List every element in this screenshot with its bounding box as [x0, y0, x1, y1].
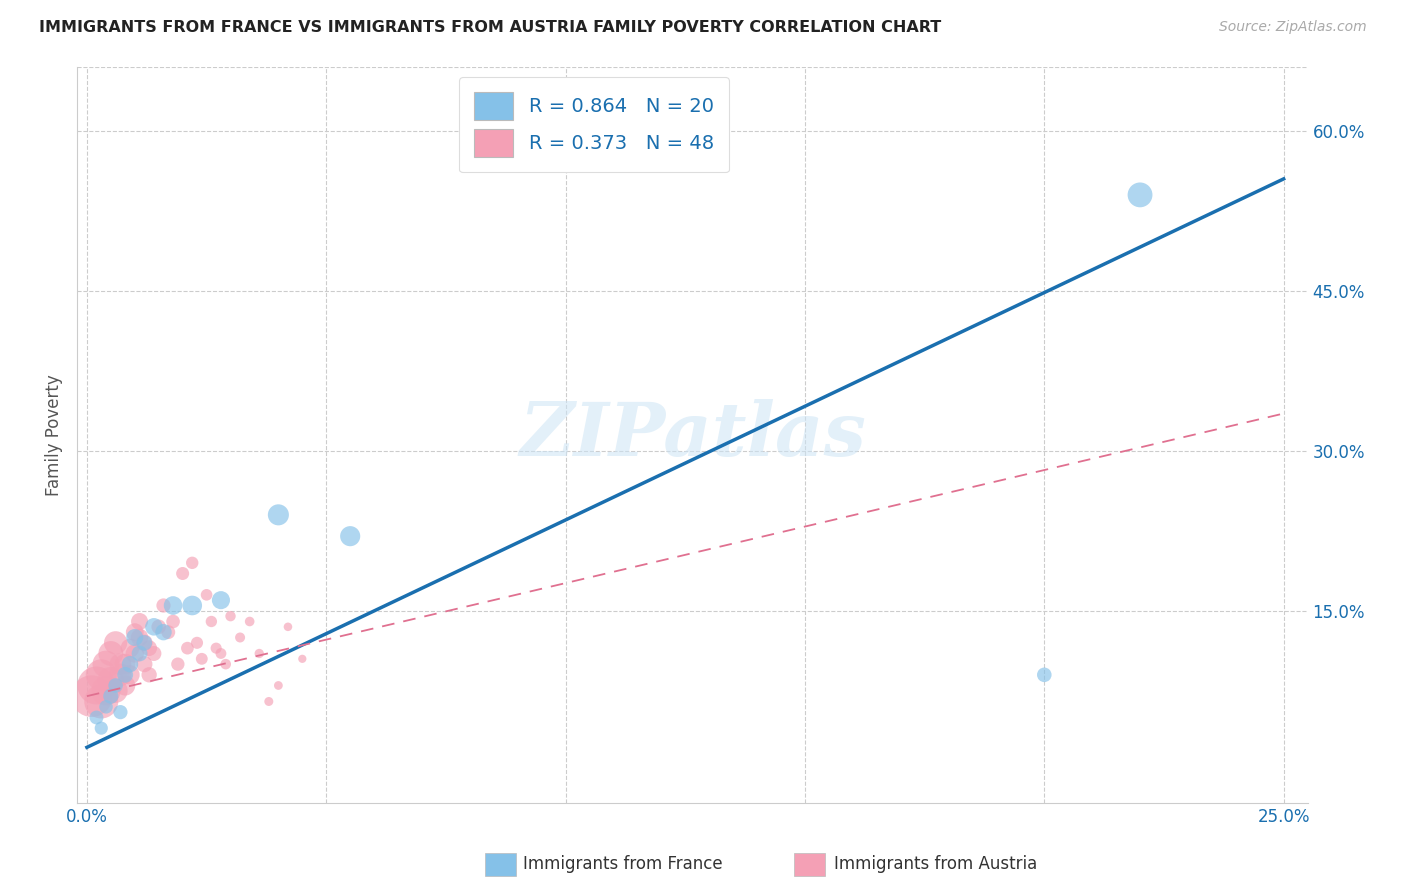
Point [128, 631, 150, 645]
Point [100, 647, 122, 661]
Point [110, 668, 132, 682]
Point [90, 668, 112, 682]
Text: Source: ZipAtlas.com: Source: ZipAtlas.com [1219, 20, 1367, 34]
Point [114, 668, 136, 682]
Point [186, 636, 208, 650]
Point [205, 641, 228, 656]
Point [239, 615, 262, 629]
Point [1033, 668, 1056, 682]
Point [104, 636, 127, 650]
Point [209, 647, 232, 661]
Text: ZIPatlas: ZIPatlas [519, 399, 866, 471]
Point [257, 694, 280, 708]
Point [267, 508, 290, 522]
Text: IMMIGRANTS FROM FRANCE VS IMMIGRANTS FROM AUSTRIA FAMILY POVERTY CORRELATION CHA: IMMIGRANTS FROM FRANCE VS IMMIGRANTS FRO… [39, 20, 942, 35]
Point [128, 647, 150, 661]
Point [176, 641, 198, 656]
Point [118, 657, 141, 672]
Point [100, 689, 122, 703]
Text: Immigrants from Austria: Immigrants from Austria [834, 855, 1038, 873]
Point [142, 620, 165, 634]
Point [138, 641, 160, 656]
Point [195, 588, 218, 602]
Point [162, 599, 184, 613]
Y-axis label: Family Poverty: Family Poverty [45, 374, 63, 496]
Point [128, 615, 150, 629]
Point [157, 625, 180, 640]
Point [138, 668, 160, 682]
Point [291, 652, 314, 666]
Point [200, 615, 222, 629]
Point [86, 710, 108, 724]
Point [86, 678, 108, 692]
Legend: R = 0.864   N = 20, R = 0.373   N = 48: R = 0.864 N = 20, R = 0.373 N = 48 [458, 77, 730, 172]
Point [209, 593, 232, 607]
Point [104, 678, 127, 692]
Point [114, 678, 136, 692]
Point [134, 657, 156, 672]
Point [80, 689, 103, 703]
Point [134, 636, 156, 650]
Point [134, 636, 156, 650]
Point [124, 647, 146, 661]
Point [181, 556, 204, 570]
Point [124, 625, 146, 640]
Point [104, 683, 127, 698]
Point [110, 705, 132, 719]
Point [142, 647, 165, 661]
Point [162, 615, 184, 629]
Point [90, 721, 112, 735]
Point [229, 631, 252, 645]
Point [94, 699, 117, 714]
Point [166, 657, 188, 672]
Point [148, 620, 170, 634]
Point [191, 652, 214, 666]
Point [100, 673, 122, 688]
Point [267, 678, 290, 692]
Point [215, 657, 238, 672]
Point [118, 668, 141, 682]
Point [181, 599, 204, 613]
Point [219, 609, 242, 624]
Text: Immigrants from France: Immigrants from France [523, 855, 723, 873]
Point [152, 625, 174, 640]
Point [339, 529, 361, 543]
Point [90, 694, 112, 708]
Point [94, 657, 117, 672]
Point [114, 657, 136, 672]
Point [94, 683, 117, 698]
Point [110, 657, 132, 672]
Point [172, 566, 194, 581]
Point [118, 641, 141, 656]
Point [277, 620, 299, 634]
Point [152, 599, 174, 613]
Point [124, 631, 146, 645]
Point [247, 647, 270, 661]
Point [1129, 187, 1152, 202]
